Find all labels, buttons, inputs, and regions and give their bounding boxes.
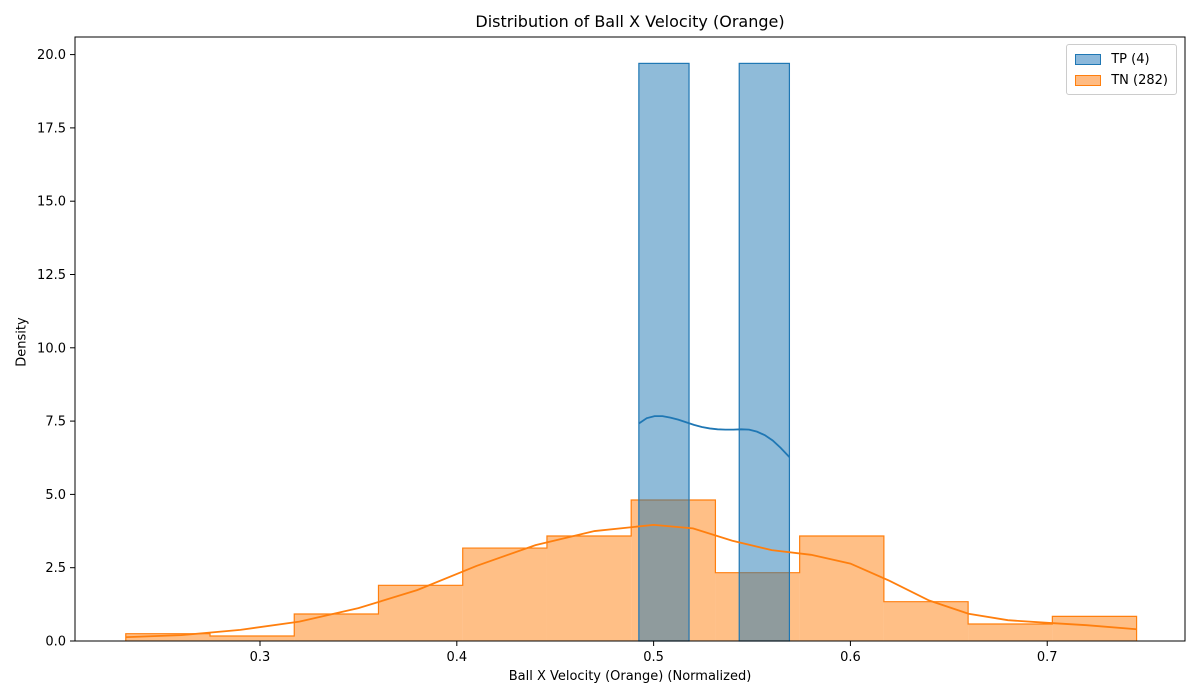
- plot-frame: [74, 36, 1186, 642]
- y-tick-label-2: 5.0: [45, 488, 66, 503]
- hist-bar-tn-8: [799, 536, 884, 641]
- y-tick-label-0: 0.0: [45, 635, 66, 650]
- hist-bar-tn-10: [968, 623, 1053, 641]
- y-tick-label-4: 10.0: [37, 341, 66, 356]
- hist-bar-tn-5: [546, 536, 632, 641]
- legend-item-tp: TP (4): [1075, 49, 1168, 70]
- legend-label-tn: TN (282): [1111, 73, 1168, 88]
- x-tick-label-1: 0.4: [446, 650, 467, 665]
- hist-outline-tn: [125, 499, 1138, 641]
- y-tick-label-6: 15.0: [37, 195, 66, 210]
- y-axis-label: Density: [14, 317, 30, 367]
- y-axis: 0.0 2.5 5.0 7.5 10.0 12.5 15.0 17.5 20.0: [37, 48, 75, 650]
- hist-bar-tn-0: [125, 633, 211, 641]
- hist-bar-tp-0: [638, 63, 690, 641]
- legend-item-tn: TN (282): [1075, 70, 1168, 91]
- kde-line-tp: [638, 415, 791, 458]
- x-axis-label: Ball X Velocity (Orange) (Normalized): [508, 669, 752, 684]
- hist-bar-tp-2: [739, 63, 790, 641]
- y-tick-label-5: 12.5: [37, 268, 66, 283]
- y-tick-label-7: 17.5: [37, 121, 66, 136]
- plot-bars: [125, 62, 1138, 642]
- chart-title: Distribution of Ball X Velocity (Orange): [475, 12, 785, 31]
- x-tick-label-2: 0.5: [643, 650, 664, 665]
- hist-bar-tn-1: [210, 636, 295, 641]
- hist-bar-tn-3: [378, 585, 463, 641]
- y-tick-label-3: 7.5: [45, 415, 66, 430]
- hist-bar-tn-4: [462, 548, 547, 641]
- plot-kde-lines: [125, 415, 1137, 639]
- y-tick-label-1: 2.5: [45, 561, 66, 576]
- legend-swatch-tn: [1075, 75, 1102, 86]
- legend-label-tp: TP (4): [1111, 52, 1150, 67]
- x-tick-label-0: 0.3: [250, 650, 271, 665]
- legend-swatch-tp: [1075, 54, 1102, 65]
- kde-line-tn: [125, 523, 1137, 639]
- x-tick-label-3: 0.6: [840, 650, 861, 665]
- legend: TP (4) TN (282): [1066, 44, 1177, 95]
- y-tick-label-8: 20.0: [37, 48, 66, 63]
- x-tick-label-4: 0.7: [1037, 650, 1058, 665]
- hist-bar-tn-9: [883, 601, 969, 641]
- hist-bar-tn-2: [294, 614, 379, 641]
- x-axis: 0.3 0.4 0.5 0.6 0.7: [250, 641, 1058, 665]
